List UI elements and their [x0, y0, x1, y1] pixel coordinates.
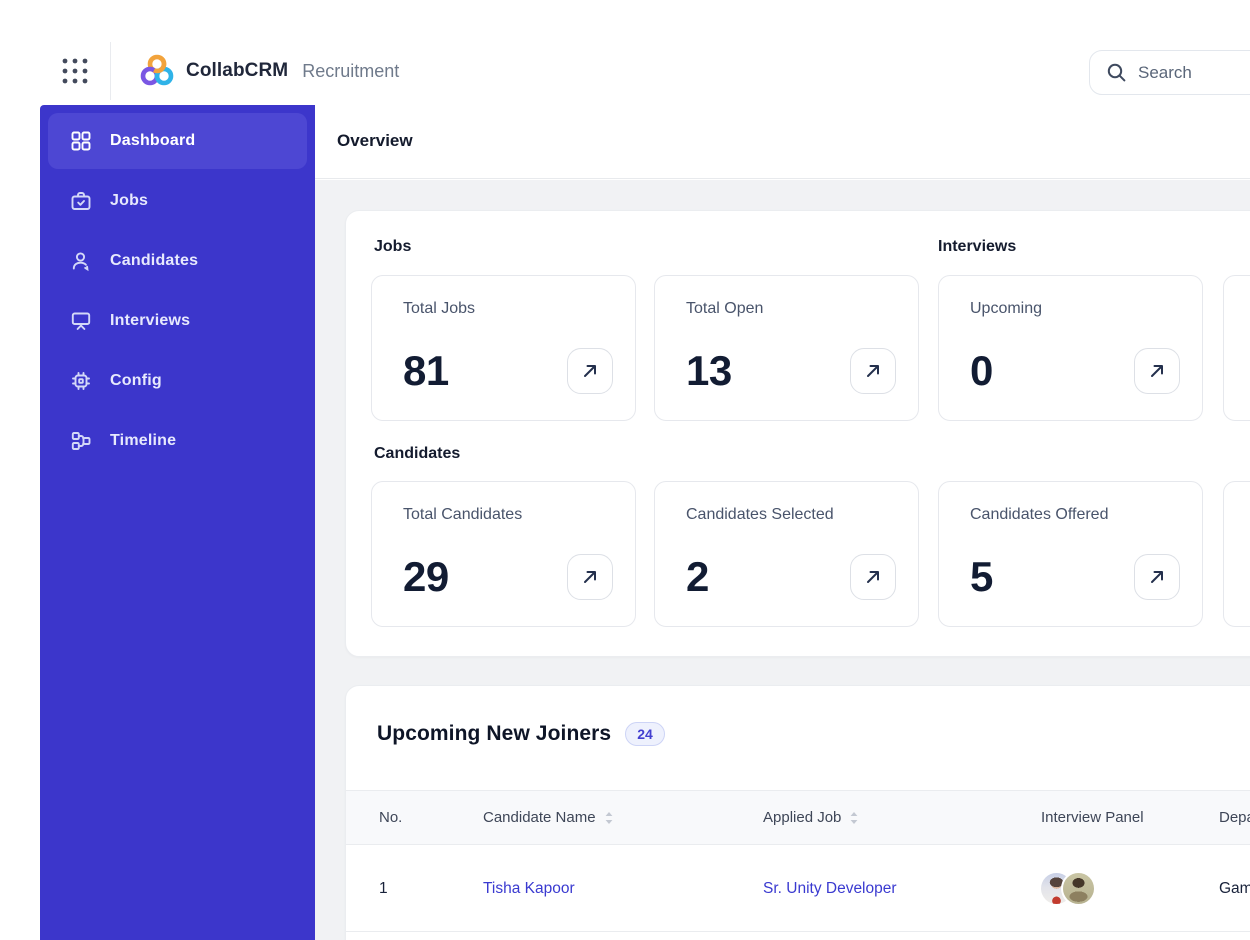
sidebar-item-label: Dashboard: [110, 132, 196, 149]
candidate-name-link[interactable]: Tisha Kapoor: [483, 879, 575, 897]
table-title-row: Upcoming New Joiners 24: [377, 722, 665, 746]
stat-label: Total Open: [686, 300, 764, 317]
stat-label: Candidates Offered: [970, 506, 1109, 523]
column-label: Applied Job: [763, 809, 842, 826]
sidebar-item-label: Timeline: [110, 432, 177, 449]
jobs-section-heading: Jobs: [374, 238, 412, 255]
brand-logo-link[interactable]: CollabCRM Recruitment: [138, 52, 399, 90]
cell-department: Gaming: [1219, 879, 1250, 897]
sort-icon: [605, 811, 612, 824]
stat-card-candidates-offered: Candidates Offered 5: [938, 481, 1203, 627]
sidebar-item-candidates[interactable]: Candidates: [48, 233, 307, 289]
open-total-jobs-button[interactable]: [567, 348, 613, 394]
column-header-department: Department: [1219, 809, 1250, 826]
stat-value: 2: [686, 553, 709, 600]
column-header-candidate-name[interactable]: Candidate Name: [483, 809, 763, 826]
column-header-no: No.: [379, 809, 483, 826]
applied-job-link[interactable]: Sr. Unity Developer: [763, 879, 897, 897]
briefcase-check-icon: [68, 188, 94, 214]
sidebar-item-dashboard[interactable]: Dashboard: [48, 113, 307, 169]
chip-icon: [68, 368, 94, 394]
user-icon: [68, 248, 94, 274]
sidebar-item-interviews[interactable]: Interviews: [48, 293, 307, 349]
arrow-up-right-icon: [584, 571, 596, 583]
arrow-up-right-icon: [1151, 571, 1163, 583]
search-input[interactable]: Search: [1089, 50, 1250, 95]
stat-card-total-open: Total Open 13: [654, 275, 919, 421]
column-label: Candidate Name: [483, 809, 596, 826]
arrow-up-right-icon: [584, 365, 596, 377]
sidebar-item-timeline[interactable]: Timeline: [48, 413, 307, 469]
stat-value: 0: [970, 347, 993, 394]
stats-panel: Jobs Interviews Candidates Total Jobs 81…: [345, 210, 1250, 657]
stat-card-partial: [1223, 275, 1250, 421]
sort-icon: [851, 811, 858, 824]
upcoming-joiners-panel: Upcoming New Joiners 24 No. Candidate Na…: [345, 685, 1250, 940]
sidebar-item-jobs[interactable]: Jobs: [48, 173, 307, 229]
open-candidates-offered-button[interactable]: [1134, 554, 1180, 600]
presentation-board-icon: [68, 308, 94, 334]
stat-label: Upcoming: [970, 300, 1043, 317]
sidebar-item-label: Candidates: [110, 252, 199, 269]
stat-card-total-candidates: Total Candidates 29: [371, 481, 636, 627]
stat-value: 29: [403, 553, 449, 600]
cell-no: 1: [379, 879, 388, 897]
interviews-section-heading: Interviews: [938, 238, 1017, 255]
joiners-title: Upcoming New Joiners: [377, 722, 612, 745]
stat-value: 81: [403, 347, 449, 394]
column-label: Department: [1219, 809, 1250, 826]
page-title: Overview: [337, 130, 413, 150]
sidebar-item-label: Interviews: [110, 312, 191, 329]
open-candidates-selected-button[interactable]: [850, 554, 896, 600]
interview-panel-avatars: [1041, 873, 1219, 904]
collabcrm-logo-icon: [140, 54, 174, 86]
stat-label: Candidates Selected: [686, 506, 834, 523]
column-header-applied-job[interactable]: Applied Job: [763, 809, 1041, 826]
candidates-section-heading: Candidates: [374, 445, 461, 462]
stat-card-upcoming-interviews: Upcoming 0: [938, 275, 1203, 421]
dashboard-grid-icon: [68, 128, 94, 154]
sidebar-item-label: Jobs: [110, 192, 149, 209]
brand-name: CollabCRM: [186, 60, 289, 81]
panelist-avatar: [1063, 873, 1094, 904]
open-upcoming-interviews-button[interactable]: [1134, 348, 1180, 394]
stat-value: 13: [686, 347, 732, 394]
stat-card-partial: [1223, 481, 1250, 627]
sidebar-item-label: Config: [110, 372, 162, 389]
workflow-icon: [68, 428, 94, 454]
column-label: No.: [379, 809, 403, 826]
stat-label: Total Jobs: [403, 300, 476, 317]
table-header-row: No. Candidate Name Applied Job Interview…: [346, 790, 1250, 845]
open-total-open-button[interactable]: [850, 348, 896, 394]
joiners-count-badge: 24: [625, 722, 665, 746]
arrow-up-right-icon: [1151, 365, 1163, 377]
page-header-bar: Overview: [315, 103, 1250, 179]
sidebar-item-config[interactable]: Config: [48, 353, 307, 409]
stat-value: 5: [970, 553, 993, 600]
stat-label: Total Candidates: [403, 506, 523, 523]
brand-product-name: Recruitment: [302, 60, 400, 81]
nine-dots-icon: [62, 58, 88, 84]
header-divider: [110, 42, 111, 100]
search-placeholder: Search: [1138, 62, 1192, 82]
open-total-candidates-button[interactable]: [567, 554, 613, 600]
column-header-interview-panel: Interview Panel: [1041, 809, 1219, 826]
sidebar-nav: Dashboard Jobs Candidates: [40, 105, 315, 940]
top-header: CollabCRM Recruitment Search: [0, 0, 1250, 103]
arrow-up-right-icon: [867, 571, 879, 583]
table-row: 1 Tisha Kapoor Sr. Unity Developer Gamin…: [346, 846, 1250, 932]
search-icon: [1107, 63, 1126, 82]
app-launcher-grid-icon[interactable]: [60, 56, 90, 86]
stat-card-candidates-selected: Candidates Selected 2: [654, 481, 919, 627]
stat-card-total-jobs: Total Jobs 81: [371, 275, 636, 421]
arrow-up-right-icon: [867, 365, 879, 377]
column-label: Interview Panel: [1041, 809, 1144, 826]
